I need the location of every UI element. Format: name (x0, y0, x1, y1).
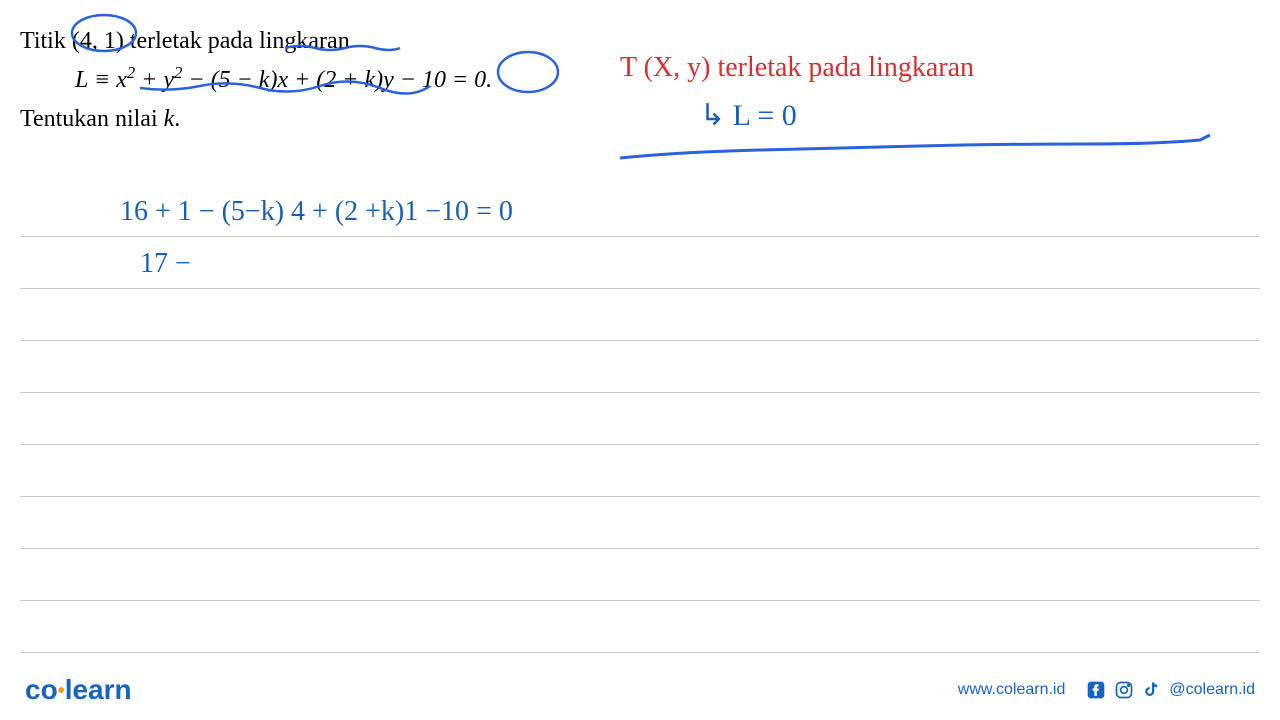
content-area: Titik (4, 1) terletak pada lingkaran L ≡… (0, 0, 1280, 660)
text-tentukan: Tentukan nilai (20, 106, 164, 132)
ruled-line (20, 549, 1260, 601)
text-terletak: terletak pada lingkaran (124, 28, 350, 54)
blue-note-line2: ↳ L = 0 (700, 98, 797, 133)
eq-body: x2 + y2 − (5 − k)x + (2 + k)y − 10 = 0. (116, 67, 492, 93)
instagram-icon (1113, 679, 1135, 701)
logo-learn: learn (65, 674, 132, 705)
circle-zero-annotation (498, 52, 558, 92)
tiktok-icon (1141, 679, 1163, 701)
blue-work-step1: 16 + 1 − (5−k) 4 + (2 +k)1 −10 = 0 (120, 196, 513, 228)
ruled-line (20, 237, 1260, 289)
ruled-line (20, 445, 1260, 497)
problem-line-2: L ≡ x2 + y2 − (5 − k)x + (2 + k)y − 10 =… (20, 60, 492, 99)
logo-dot: • (58, 680, 65, 702)
social-icons: @colearn.id (1085, 679, 1255, 701)
problem-line-1: Titik (4, 1) terletak pada lingkaran (20, 22, 492, 60)
ruled-line (20, 601, 1260, 653)
text-titik: Titik (20, 28, 72, 54)
facebook-icon (1085, 679, 1107, 701)
social-handle: @colearn.id (1169, 681, 1255, 699)
eq-equiv: ≡ (88, 67, 116, 93)
ruled-line (20, 497, 1260, 549)
problem-statement: Titik (4, 1) terletak pada lingkaran L ≡… (20, 22, 492, 138)
red-note-line1: T (X, y) terletak pada lingkaran (620, 52, 974, 84)
brand-logo: co•learn (25, 674, 132, 706)
ruled-paper (20, 185, 1260, 653)
footer-right: www.colearn.id @colearn.id (958, 679, 1255, 701)
ruled-line (20, 341, 1260, 393)
ruled-line (20, 289, 1260, 341)
eq-lhs: L (75, 67, 88, 93)
blue-work-step2: 17 − (140, 248, 191, 280)
ruled-line (20, 393, 1260, 445)
text-period: . (174, 106, 180, 132)
website-url: www.colearn.id (958, 681, 1066, 699)
footer: co•learn www.colearn.id @colearn.id (0, 660, 1280, 720)
text-k: k (164, 106, 175, 132)
problem-line-3: Tentukan nilai k. (20, 100, 492, 138)
logo-co: co (25, 674, 58, 705)
text-point: (4, 1) (72, 28, 124, 54)
underline-red-note (620, 135, 1210, 158)
